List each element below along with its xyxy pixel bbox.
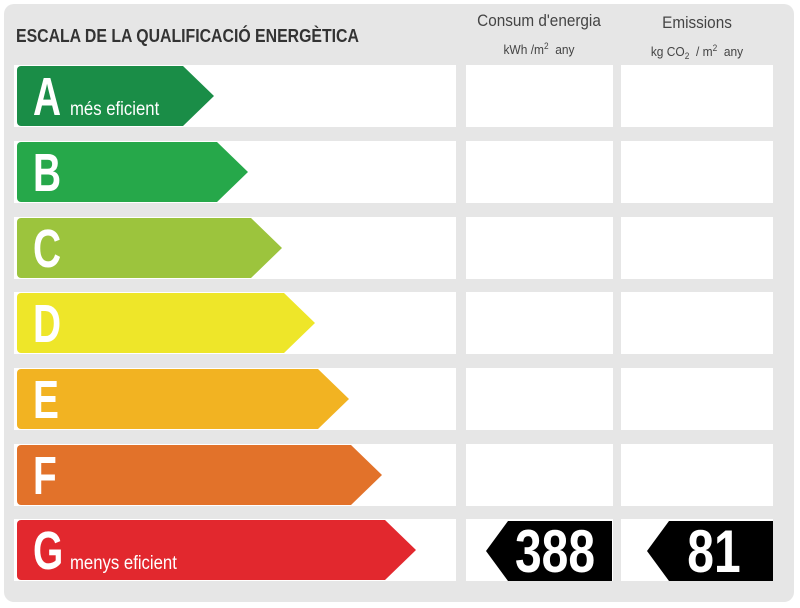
rating-row-e: E: [0, 368, 800, 432]
class-arrow-e: E: [17, 369, 349, 429]
emissions-title: Emissions: [662, 13, 732, 32]
scale-title: ESCALA DE LA QUALIFICACIÓ ENERGÈTICA: [16, 26, 359, 46]
rating-row-d: D: [0, 292, 800, 356]
consum-cell: [466, 217, 613, 279]
class-letter: G: [33, 521, 64, 581]
emissions-cell: [621, 444, 773, 506]
emissions-unit-a: kg CO: [650, 44, 685, 59]
consum-column-header: Consum d'energia kWh /m2 any: [466, 12, 612, 58]
emissions-cell: [621, 368, 773, 430]
class-letter: B: [33, 143, 62, 203]
class-letter: E: [33, 370, 59, 430]
consum-unit-a: kWh /m: [503, 42, 544, 57]
bar-background: D: [14, 292, 456, 354]
bar-background: B: [14, 141, 456, 203]
emissions-cell: [621, 292, 773, 354]
emissions-cell: [621, 217, 773, 279]
emissions-column-header: Emissions kg CO2 / m2 any: [622, 14, 772, 64]
emissions-unit-c: / m: [695, 44, 713, 59]
value-text: 81: [687, 518, 741, 585]
consum-unit-sup: 2: [543, 41, 549, 51]
bar-background: E: [14, 368, 456, 430]
class-arrow-c: C: [17, 218, 282, 278]
class-letter: C: [33, 219, 62, 279]
value-text: 388: [514, 518, 596, 585]
emissions-unit-sup: 2: [712, 43, 718, 53]
value-badge-shape: [647, 521, 773, 581]
consum-cell: [466, 65, 613, 127]
class-arrow-f: F: [17, 445, 382, 505]
rating-row-c: C: [0, 217, 800, 281]
consum-cell: [466, 368, 613, 430]
emissions-cell: [621, 141, 773, 203]
emissions-unit: kg CO2 / m2 any: [628, 40, 766, 64]
consum-unit-b: any: [555, 42, 575, 57]
consum-value-badge: 388: [486, 518, 612, 585]
class-label: menys eficient: [70, 553, 177, 574]
class-label: més eficient: [70, 99, 160, 120]
emissions-value-badge: 81: [647, 518, 773, 585]
bar-background: F: [14, 444, 456, 506]
consum-cell: [466, 444, 613, 506]
class-arrow-b: B: [17, 142, 248, 202]
rating-row-f: F: [0, 444, 800, 508]
class-letter: F: [33, 446, 57, 506]
class-letter: A: [33, 67, 62, 127]
value-badge-shape: [486, 521, 612, 581]
consum-cell: [466, 141, 613, 203]
bar-background: C: [14, 217, 456, 279]
consum-cell: [466, 292, 613, 354]
consum-title: Consum d'energia: [477, 11, 601, 30]
emissions-unit-b: any: [723, 44, 744, 59]
class-arrow-d: D: [17, 293, 315, 353]
rating-row-b: B: [0, 141, 800, 205]
emissions-cell: [621, 65, 773, 127]
consum-unit: kWh /m2 any: [472, 38, 606, 58]
emissions-unit-sub: 2: [684, 51, 690, 61]
class-letter: D: [33, 294, 62, 354]
